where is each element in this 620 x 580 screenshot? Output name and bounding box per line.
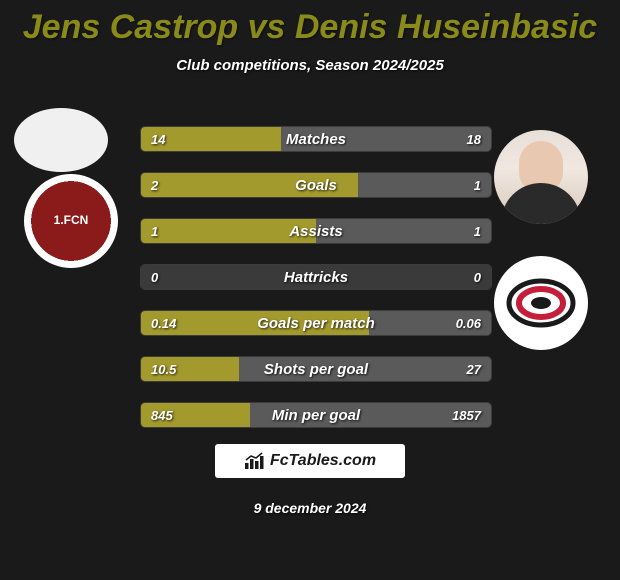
bar-row: 00Hattricks <box>140 264 492 290</box>
bar-label: Shots per goal <box>141 357 491 381</box>
bar-label: Hattricks <box>141 265 491 289</box>
bar-label: Assists <box>141 219 491 243</box>
bar-label: Matches <box>141 127 491 151</box>
player-left-avatar <box>14 108 108 172</box>
bar-row: 10.527Shots per goal <box>140 356 492 382</box>
player-left-club-badge: 1.FCN <box>24 174 118 268</box>
bar-label: Goals per match <box>141 311 491 335</box>
bar-label: Min per goal <box>141 403 491 427</box>
hurricane-icon <box>506 268 576 338</box>
bar-row: 21Goals <box>140 172 492 198</box>
player-right-club-badge <box>494 256 588 350</box>
comparison-bars: 1418Matches 21Goals 11Assists 00Hattricks 0.… <box>140 126 492 448</box>
watermark-badge: FcTables.com <box>215 444 405 478</box>
chart-icon <box>244 452 264 470</box>
subtitle: Club competitions, Season 2024/2025 <box>0 57 620 74</box>
bar-row: 8451857Min per goal <box>140 402 492 428</box>
bar-label: Goals <box>141 173 491 197</box>
bar-row: 0.140.06Goals per match <box>140 310 492 336</box>
watermark-text: FcTables.com <box>270 452 376 470</box>
player-right-avatar <box>494 130 588 224</box>
club-badge-text: 1.FCN <box>54 214 89 227</box>
page-title: Jens Castrop vs Denis Huseinbasic <box>0 0 620 47</box>
bar-row: 11Assists <box>140 218 492 244</box>
date-label: 9 december 2024 <box>0 500 620 516</box>
bar-row: 1418Matches <box>140 126 492 152</box>
